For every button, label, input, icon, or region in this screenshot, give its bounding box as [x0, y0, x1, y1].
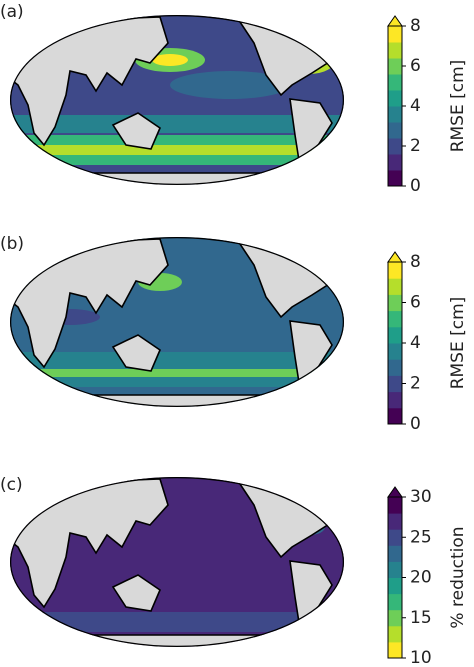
colorbar-tick-label: 25: [410, 527, 432, 547]
colorbar-band: [388, 262, 402, 279]
colorbar-band: [388, 310, 402, 328]
map-b: [5, 237, 350, 412]
colorbar-band: [388, 138, 402, 155]
colorbar-band: [388, 577, 402, 595]
colorbar-band: [388, 26, 402, 43]
colorbar-extend: [387, 251, 403, 263]
colorbar-band: [388, 42, 402, 59]
map-a: [5, 15, 350, 190]
colorbar-tick-label: 0: [410, 414, 421, 434]
colorbar-band: [388, 375, 402, 393]
colorbar-label: % reduction: [448, 526, 468, 628]
colorbar-band: [388, 122, 402, 139]
colorbar-band: [388, 343, 402, 360]
colorbar-band: [388, 154, 402, 171]
colorbar-band: [388, 609, 402, 627]
colorbar-extend: [387, 15, 403, 27]
colorbar-tick-label: 15: [410, 608, 432, 628]
map-c: [5, 477, 350, 652]
colorbar-tick-label: 4: [410, 96, 421, 116]
colorbar-tick-label: 2: [410, 374, 421, 394]
colorbar-band: [388, 625, 402, 643]
colorbar-band: [388, 294, 402, 312]
colorbar-band: [388, 641, 402, 659]
colorbar-tick-label: 10: [410, 648, 432, 667]
colorbar-band: [388, 391, 402, 409]
colorbar-tick-label: 30: [410, 487, 432, 507]
colorbar-tick-label: 8: [410, 16, 421, 36]
panel-label: (c): [0, 475, 23, 495]
colorbar-band: [388, 529, 402, 546]
colorbar-band: [388, 74, 402, 91]
colorbar-band: [388, 497, 402, 514]
colorbar-band: [388, 359, 402, 376]
colorbar-tick-label: 4: [410, 333, 421, 353]
colorbar-band: [388, 545, 402, 562]
colorbar-tick-label: 0: [410, 176, 421, 196]
colorbar-label: RMSE [cm]: [448, 297, 468, 390]
colorbar-extend: [387, 486, 403, 498]
colorbar-band: [388, 58, 402, 75]
colorbar-band: [388, 326, 402, 344]
colorbar-band: [388, 90, 402, 107]
colorbar-band: [388, 170, 402, 187]
colorbar-band: [388, 561, 402, 578]
panel-label: (b): [0, 234, 24, 254]
colorbar-band: [388, 593, 402, 611]
colorbar-band: [388, 513, 402, 530]
colorbar-label: RMSE [cm]: [448, 60, 468, 153]
colorbar-tick-label: 2: [410, 136, 421, 156]
colorbar-tick-label: 6: [410, 293, 421, 313]
colorbar-tick-label: 20: [410, 568, 432, 588]
colorbar-band: [388, 278, 402, 295]
colorbar-band: [388, 106, 402, 123]
colorbar-band: [388, 407, 402, 425]
colorbar-tick-label: 8: [410, 252, 421, 272]
panel-label: (a): [0, 2, 24, 22]
colorbar-tick-label: 6: [410, 56, 421, 76]
